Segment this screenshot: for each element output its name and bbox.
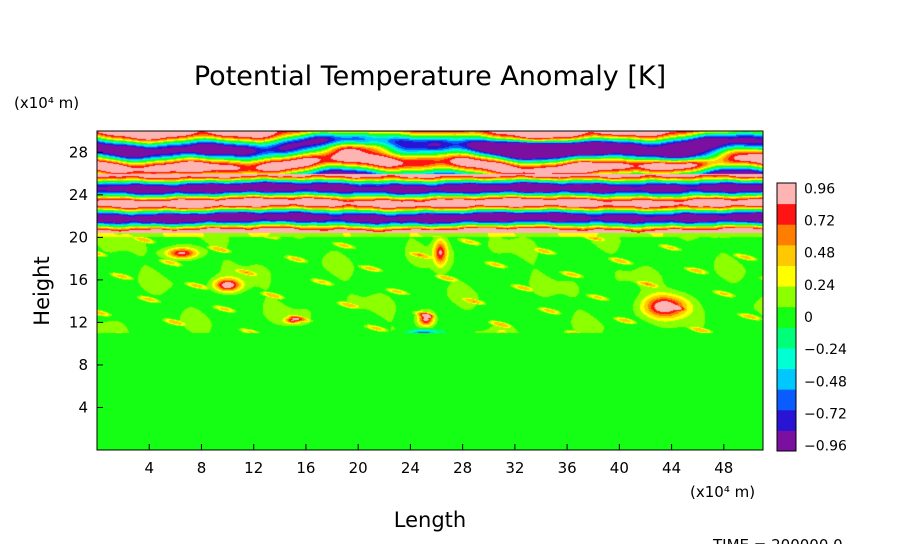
x-tick-label: 48 <box>714 459 733 477</box>
x-tick-label: 24 <box>401 459 420 477</box>
x-axis-title: Length <box>394 508 466 532</box>
x-tick-label: 28 <box>453 459 472 477</box>
x-tick-label: 12 <box>244 459 263 477</box>
chart-title: Potential Temperature Anomaly [K] <box>194 61 666 92</box>
colorbar-swatch <box>777 430 796 452</box>
y-tick-label: 28 <box>69 143 88 161</box>
y-tick-label: 16 <box>69 271 88 289</box>
x-tick-label: 16 <box>296 459 315 477</box>
colorbar-swatch <box>777 224 796 246</box>
x-tick-label: 40 <box>610 459 629 477</box>
colorbar-tick-label: 0 <box>804 310 813 326</box>
colorbar-tick-label: −0.48 <box>804 374 847 390</box>
colorbar: 0.96 0.72 0.48 0.24 0 −0.24 −0.48 −0.72 −0.96 <box>776 181 847 455</box>
x-tick-label: 36 <box>558 459 577 477</box>
y-tick-label: 8 <box>78 356 88 374</box>
colorbar-swatch <box>777 409 796 431</box>
y-tick-label: 24 <box>69 186 88 204</box>
colorbar-tick-label: −0.72 <box>804 406 847 422</box>
y-tick-label: 4 <box>78 398 88 416</box>
y-axis-ticks: 4 8 12 16 20 24 28 <box>69 143 103 416</box>
colorbar-swatch <box>777 306 796 328</box>
colorbar-tick-label: 0.72 <box>804 214 835 230</box>
colorbar-swatch <box>777 265 796 287</box>
x-tick-label: 44 <box>662 459 681 477</box>
plot-frame <box>96 130 764 451</box>
time-annotation: TIME = 200000.0 <box>712 536 843 544</box>
colorbar-swatch <box>777 347 796 370</box>
colorbar-tick-label: −0.24 <box>804 342 847 358</box>
colorbar-swatch <box>777 203 796 225</box>
heatmap-canvas <box>97 131 763 450</box>
colorbar-tick-label: 0.96 <box>804 181 835 197</box>
colorbar-swatch <box>777 183 796 205</box>
colorbar-frame <box>776 182 797 452</box>
x-tick-label: 4 <box>144 459 154 477</box>
x-tick-label: 20 <box>349 459 368 477</box>
y-unit-label: (x10⁴ m) <box>14 94 79 112</box>
y-axis-title: Height <box>30 256 54 325</box>
x-tick-label: 32 <box>505 459 524 477</box>
x-unit-label: (x10⁴ m) <box>690 483 755 501</box>
colorbar-swatch <box>777 368 796 390</box>
x-tick-label: 8 <box>197 459 207 477</box>
y-tick-label: 20 <box>69 228 88 246</box>
colorbar-swatch <box>777 327 796 349</box>
x-axis-ticks: 4 8 12 16 20 24 28 32 36 40 44 48 <box>144 444 733 477</box>
y-tick-label: 12 <box>69 313 88 331</box>
colorbar-swatch <box>777 244 796 266</box>
colorbar-swatch <box>777 389 796 411</box>
colorbar-tick-label: −0.96 <box>804 439 847 455</box>
colorbar-tick-label: 0.48 <box>804 246 835 262</box>
heatmap-plot-area <box>96 130 764 451</box>
colorbar-tick-label: 0.24 <box>804 278 835 294</box>
colorbar-swatch <box>777 286 796 308</box>
